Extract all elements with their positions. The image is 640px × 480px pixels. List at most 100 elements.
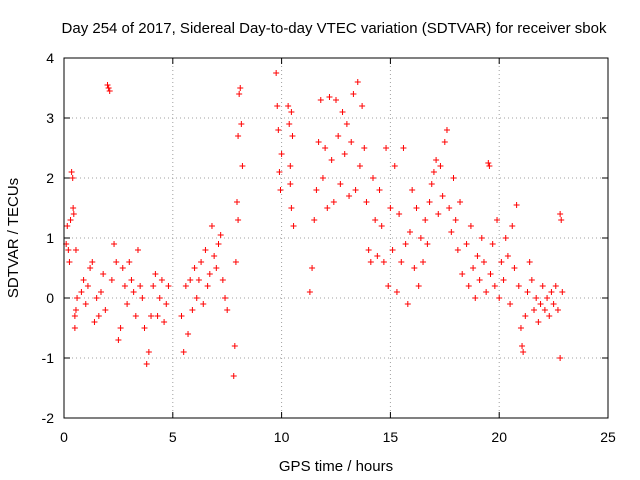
data-point <box>80 277 87 283</box>
data-point <box>369 175 376 181</box>
data-point <box>132 313 139 319</box>
data-point <box>70 205 77 211</box>
data-point <box>333 97 339 103</box>
data-point <box>398 259 405 265</box>
data-point <box>522 313 529 319</box>
data-point <box>393 289 400 295</box>
data-point <box>111 241 118 247</box>
data-point <box>426 199 433 205</box>
data-point <box>535 319 542 325</box>
data-point <box>235 217 242 223</box>
data-point <box>143 361 150 367</box>
data-point <box>559 289 566 295</box>
data-point <box>286 121 293 127</box>
data-point <box>374 253 381 259</box>
data-point <box>491 283 498 289</box>
data-point <box>139 295 146 301</box>
data-point <box>233 199 240 205</box>
data-point <box>557 211 564 217</box>
data-point <box>134 247 141 253</box>
data-point <box>524 289 531 295</box>
data-point <box>463 241 470 247</box>
data-point <box>317 97 324 103</box>
data-point <box>180 349 187 355</box>
data-point <box>100 271 107 277</box>
data-point <box>222 295 229 301</box>
data-point <box>489 241 496 247</box>
data-point <box>341 151 348 157</box>
data-point <box>87 265 94 271</box>
data-point <box>546 313 553 319</box>
data-point <box>322 145 329 151</box>
data-point <box>119 265 126 271</box>
data-point <box>520 349 527 355</box>
data-point <box>539 283 546 289</box>
data-point <box>309 265 316 271</box>
data-point <box>387 205 394 211</box>
data-point <box>187 277 194 283</box>
data-point <box>68 169 75 175</box>
data-point <box>324 205 331 211</box>
data-point <box>150 283 157 289</box>
data-point <box>238 121 245 127</box>
data-point <box>130 289 137 295</box>
data-point <box>443 127 450 133</box>
data-point <box>356 163 363 169</box>
data-point <box>224 307 231 313</box>
data-point <box>185 331 192 337</box>
data-point <box>452 217 459 223</box>
data-point <box>287 163 294 169</box>
data-point <box>441 139 448 145</box>
data-point <box>400 145 407 151</box>
data-point <box>95 313 102 319</box>
data-point <box>128 277 135 283</box>
data-point <box>498 259 505 265</box>
data-point <box>189 307 196 313</box>
data-point <box>141 325 148 331</box>
data-point <box>93 295 100 301</box>
y-axis-label: SDTVAR / TECUs <box>5 178 22 298</box>
data-point <box>236 91 243 97</box>
grid-lines <box>64 58 608 418</box>
data-point <box>202 247 209 253</box>
data-point <box>467 223 474 229</box>
data-point <box>365 247 372 253</box>
data-point <box>385 283 392 289</box>
data-point <box>435 211 442 217</box>
data-point <box>274 103 281 109</box>
data-point <box>541 307 548 313</box>
data-point <box>476 277 483 283</box>
data-point <box>478 235 485 241</box>
data-point <box>496 295 503 301</box>
data-point <box>137 283 144 289</box>
data-point <box>531 307 538 313</box>
data-point <box>352 187 359 193</box>
data-point <box>121 283 128 289</box>
data-point <box>288 205 295 211</box>
data-point <box>239 163 246 169</box>
data-point <box>165 283 172 289</box>
data-point <box>72 307 79 313</box>
data-point <box>161 319 168 325</box>
data-point <box>422 217 429 223</box>
data-point <box>548 289 555 295</box>
data-point <box>500 277 507 283</box>
data-point <box>273 70 280 76</box>
x-tick-label: 25 <box>600 429 616 445</box>
data-point <box>391 163 398 169</box>
data-point <box>89 259 96 265</box>
data-point <box>74 295 81 301</box>
data-point <box>319 175 326 181</box>
data-point <box>290 223 297 229</box>
data-point <box>104 82 111 88</box>
data-point <box>396 211 403 217</box>
data-point <box>448 229 455 235</box>
x-tick-label: 10 <box>274 429 290 445</box>
data-point <box>533 295 540 301</box>
data-point <box>230 373 237 379</box>
data-point <box>215 241 222 247</box>
data-point <box>406 229 413 235</box>
data-point <box>193 295 200 301</box>
data-point <box>454 247 461 253</box>
